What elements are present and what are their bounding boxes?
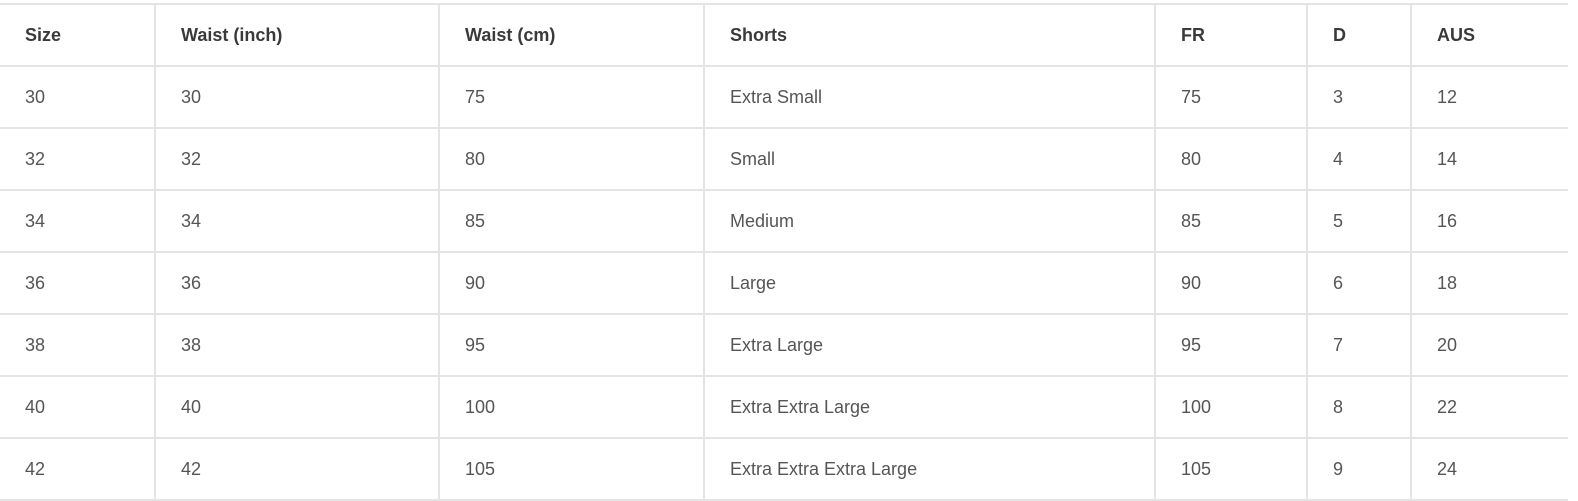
cell-waist-inch: 42: [154, 437, 440, 501]
cell-aus: 22: [1410, 375, 1568, 439]
cell-waist-inch: 32: [154, 127, 440, 191]
cell-fr: 90: [1154, 251, 1308, 315]
cell-aus: 14: [1410, 127, 1568, 191]
column-header-fr: FR: [1154, 3, 1308, 67]
cell-aus: 16: [1410, 189, 1568, 253]
cell-d: 6: [1306, 251, 1412, 315]
column-header-waist-inch: Waist (inch): [154, 3, 440, 67]
cell-waist-inch: 30: [154, 65, 440, 129]
cell-size: 32: [0, 127, 156, 191]
cell-waist-cm: 95: [438, 313, 705, 377]
cell-d: 9: [1306, 437, 1412, 501]
cell-fr: 80: [1154, 127, 1308, 191]
cell-shorts: Extra Small: [703, 65, 1156, 129]
cell-fr: 105: [1154, 437, 1308, 501]
size-chart-table: Size Waist (inch) Waist (cm) Shorts FR D AUS 3…: [0, 3, 1568, 501]
cell-d: 3: [1306, 65, 1412, 129]
cell-waist-cm: 100: [438, 375, 705, 439]
table-header-row: Size Waist (inch) Waist (cm) Shorts FR D AUS: [0, 3, 1568, 67]
cell-size: 38: [0, 313, 156, 377]
cell-shorts: Medium: [703, 189, 1156, 253]
cell-shorts: Large: [703, 251, 1156, 315]
cell-waist-cm: 75: [438, 65, 705, 129]
cell-size: 34: [0, 189, 156, 253]
column-header-size: Size: [0, 3, 156, 67]
cell-waist-cm: 105: [438, 437, 705, 501]
cell-waist-cm: 85: [438, 189, 705, 253]
cell-waist-inch: 40: [154, 375, 440, 439]
cell-d: 8: [1306, 375, 1412, 439]
cell-waist-inch: 36: [154, 251, 440, 315]
table-row: 42 42 105 Extra Extra Extra Large 105 9 24: [0, 437, 1568, 501]
cell-waist-inch: 38: [154, 313, 440, 377]
column-header-aus: AUS: [1410, 3, 1568, 67]
cell-aus: 20: [1410, 313, 1568, 377]
cell-d: 4: [1306, 127, 1412, 191]
table-row: 34 34 85 Medium 85 5 16: [0, 189, 1568, 253]
cell-shorts: Extra Large: [703, 313, 1156, 377]
cell-fr: 100: [1154, 375, 1308, 439]
cell-size: 36: [0, 251, 156, 315]
cell-waist-cm: 80: [438, 127, 705, 191]
cell-aus: 24: [1410, 437, 1568, 501]
table-row: 30 30 75 Extra Small 75 3 12: [0, 65, 1568, 129]
cell-fr: 75: [1154, 65, 1308, 129]
table-row: 36 36 90 Large 90 6 18: [0, 251, 1568, 315]
table-row: 38 38 95 Extra Large 95 7 20: [0, 313, 1568, 377]
column-header-waist-cm: Waist (cm): [438, 3, 705, 67]
cell-fr: 85: [1154, 189, 1308, 253]
cell-size: 30: [0, 65, 156, 129]
cell-shorts: Extra Extra Extra Large: [703, 437, 1156, 501]
cell-shorts: Small: [703, 127, 1156, 191]
cell-fr: 95: [1154, 313, 1308, 377]
column-header-d: D: [1306, 3, 1412, 67]
cell-aus: 12: [1410, 65, 1568, 129]
cell-shorts: Extra Extra Large: [703, 375, 1156, 439]
cell-waist-inch: 34: [154, 189, 440, 253]
cell-size: 42: [0, 437, 156, 501]
cell-aus: 18: [1410, 251, 1568, 315]
table-row: 32 32 80 Small 80 4 14: [0, 127, 1568, 191]
cell-waist-cm: 90: [438, 251, 705, 315]
table-row: 40 40 100 Extra Extra Large 100 8 22: [0, 375, 1568, 439]
column-header-shorts: Shorts: [703, 3, 1156, 67]
cell-d: 7: [1306, 313, 1412, 377]
cell-size: 40: [0, 375, 156, 439]
cell-d: 5: [1306, 189, 1412, 253]
